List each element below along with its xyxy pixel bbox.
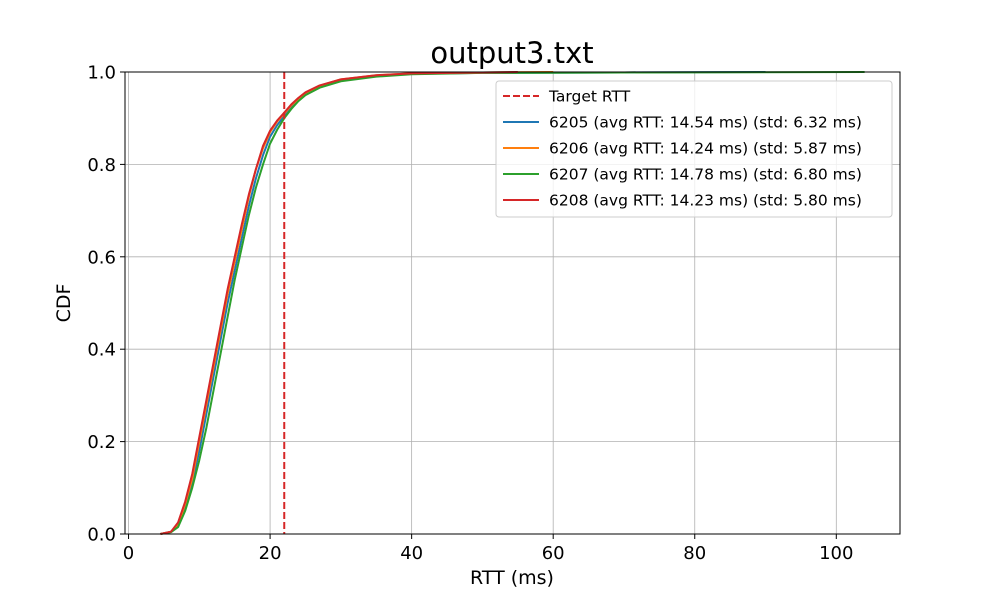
x-axis-ticks: 0 20 40 60 80 100 <box>123 534 853 564</box>
y-tick-label: 0.4 <box>87 340 116 361</box>
y-tick-label: 0.6 <box>87 247 116 268</box>
y-tick-label: 0.8 <box>87 155 116 176</box>
x-tick-label: 60 <box>542 543 565 564</box>
legend-label-0: Target RTT <box>548 88 631 106</box>
series-lines <box>160 71 865 535</box>
x-axis-label: RTT (ms) <box>470 567 554 589</box>
x-tick-label: 20 <box>259 543 282 564</box>
y-tick-label: 1.0 <box>87 63 116 84</box>
y-axis-ticks: 0.0 0.2 0.4 0.6 0.8 1.0 <box>87 63 125 546</box>
y-axis-label: CDF <box>53 284 75 323</box>
legend-label-2: 6206 (avg RTT: 14.24 ms) (std: 5.87 ms) <box>549 140 862 158</box>
legend-label-1: 6205 (avg RTT: 14.54 ms) (std: 6.32 ms) <box>549 114 862 132</box>
x-tick-label: 80 <box>683 543 706 564</box>
series-line-3 <box>160 71 518 535</box>
legend-label-4: 6208 (avg RTT: 14.23 ms) (std: 5.80 ms) <box>549 192 862 210</box>
chart-title: output3.txt <box>430 36 593 70</box>
plot-frame <box>124 71 901 535</box>
legend: Target RTT 6205 (avg RTT: 14.54 ms) (std:… <box>495 80 893 218</box>
x-tick-label: 100 <box>819 543 853 564</box>
y-tick-label: 0.2 <box>87 432 116 453</box>
legend-label-3: 6207 (avg RTT: 14.78 ms) (std: 6.80 ms) <box>549 166 862 184</box>
x-tick-label: 0 <box>123 543 134 564</box>
x-tick-label: 40 <box>400 543 423 564</box>
series-line-2 <box>160 71 865 535</box>
legend-box <box>495 80 893 218</box>
y-tick-label: 0.0 <box>87 525 116 546</box>
